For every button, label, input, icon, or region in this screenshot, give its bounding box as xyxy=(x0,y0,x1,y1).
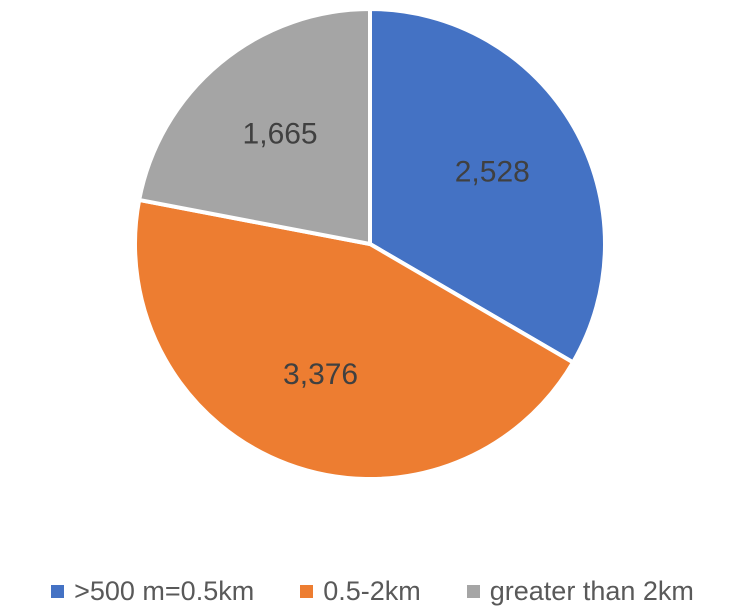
legend-label: 0.5-2km xyxy=(323,575,421,606)
legend-swatch xyxy=(300,584,314,598)
legend-swatch xyxy=(51,584,65,598)
data-label: 1,665 xyxy=(243,117,318,150)
data-label: 2,528 xyxy=(455,156,530,189)
legend-label: >500 m=0.5km xyxy=(74,575,255,606)
pie-plot-area: 2,528 3,376 1,665 xyxy=(133,7,607,481)
legend-item: >500 m=0.5km xyxy=(51,576,254,607)
pie-slice xyxy=(368,7,607,365)
legend-item: greater than 2km xyxy=(466,575,694,607)
legend-item: 0.5-2km xyxy=(300,576,421,607)
pie-slice xyxy=(137,7,372,246)
data-label: 3,376 xyxy=(283,358,358,391)
legend: >500 m=0.5km 0.5-2km greater than 2km xyxy=(0,574,745,608)
pie-slice xyxy=(133,197,576,481)
legend-label: greater than 2km xyxy=(489,575,694,606)
legend-swatch xyxy=(466,584,480,598)
